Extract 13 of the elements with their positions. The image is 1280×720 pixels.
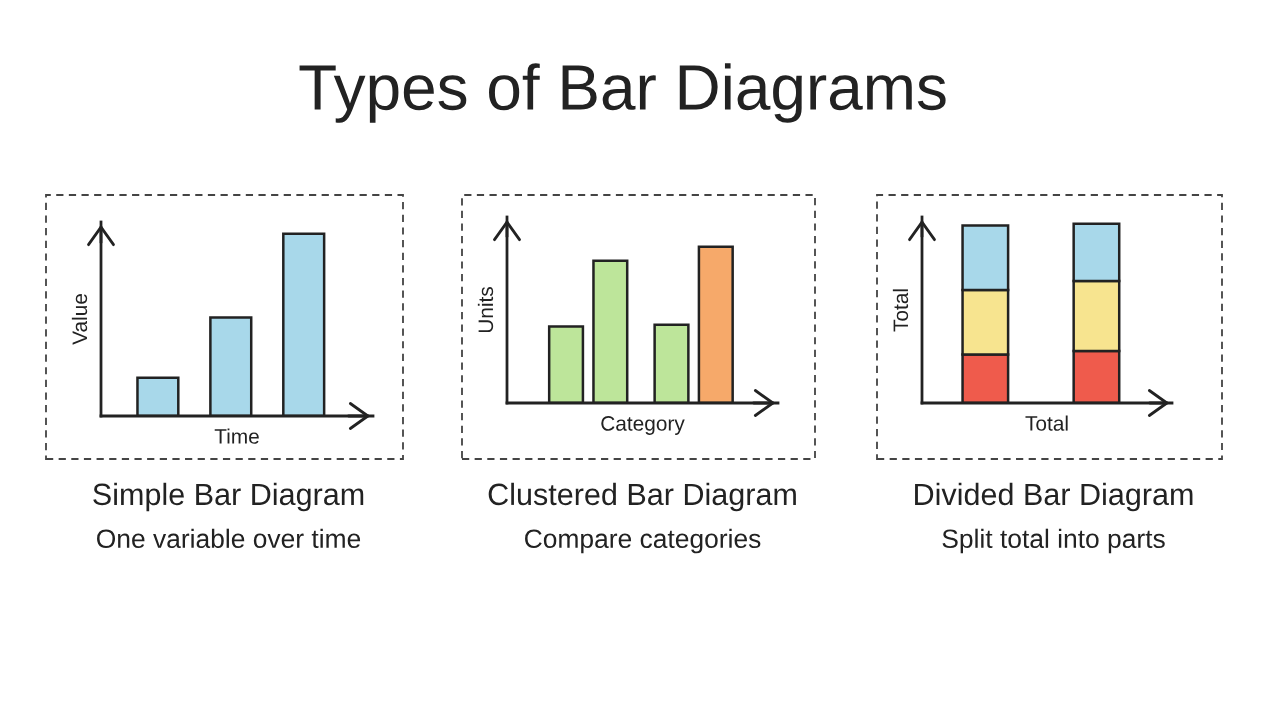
x-axis-title: Total xyxy=(1025,415,1068,431)
y-axis-title: Total xyxy=(892,289,909,332)
text: Simple Bar Diagram xyxy=(93,482,364,512)
text: Compare categories xyxy=(525,528,761,554)
text: Clustered Bar Diagram xyxy=(488,482,796,512)
y-axis-title: Units xyxy=(477,287,494,333)
x-axis-title: Time xyxy=(214,428,259,444)
text: Divided Bar Diagram xyxy=(915,482,1193,512)
y-axis-title: Value xyxy=(71,294,88,345)
x-axis-title: Category xyxy=(601,416,685,435)
text: One variable over time xyxy=(97,528,361,549)
text: Types of Bar Diagrams xyxy=(299,63,946,123)
text: Split total into parts xyxy=(942,528,1165,554)
